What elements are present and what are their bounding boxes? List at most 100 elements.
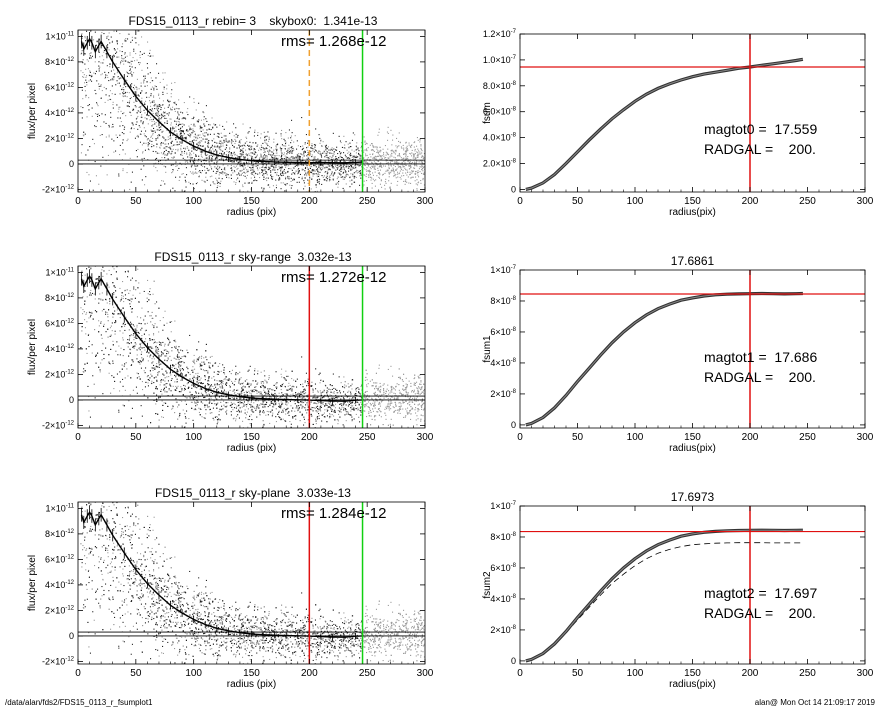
scatter-point xyxy=(198,155,200,157)
scatter-point xyxy=(88,97,90,99)
scatter-point xyxy=(266,177,268,179)
scatter-point xyxy=(164,153,166,155)
scatter-point xyxy=(350,393,352,395)
scatter-point xyxy=(189,378,191,380)
scatter-point xyxy=(243,156,245,158)
scatter-point xyxy=(141,97,143,99)
scatter-point xyxy=(307,179,309,181)
scatter-point xyxy=(125,86,127,88)
scatter-point xyxy=(318,174,320,176)
scatter-point xyxy=(144,184,146,186)
scatter-point xyxy=(246,154,248,156)
scatter-point xyxy=(89,71,91,73)
scatter-point xyxy=(251,156,253,158)
scatter-point xyxy=(150,136,152,138)
scatter-point xyxy=(371,149,373,151)
scatter-point xyxy=(180,111,182,113)
scatter-point xyxy=(349,157,351,159)
scatter-point xyxy=(154,103,156,105)
scatter-point xyxy=(126,75,128,77)
scatter-point xyxy=(182,118,184,120)
scatter-point xyxy=(156,157,158,159)
scatter-point xyxy=(198,171,200,173)
scatter-point xyxy=(199,125,201,127)
scatter-point xyxy=(100,125,102,127)
scatter-point xyxy=(310,188,312,190)
scatter-point xyxy=(123,96,125,98)
scatter-point xyxy=(87,17,88,18)
scatter-point xyxy=(143,79,145,81)
scatter-point xyxy=(100,165,102,167)
scatter-point xyxy=(326,147,328,149)
scatter-point xyxy=(113,30,115,32)
scatter-point xyxy=(141,144,143,146)
scatter-point xyxy=(152,132,154,134)
scatter-point xyxy=(108,124,110,126)
scatter-point xyxy=(103,50,105,52)
scatter-point xyxy=(419,141,421,143)
scatter-point xyxy=(347,411,349,413)
x-axis-label: radius (pix) xyxy=(227,207,276,218)
scatter-point xyxy=(83,74,85,76)
scatter-point xyxy=(406,148,408,150)
scatter-point xyxy=(413,154,415,156)
scatter-point xyxy=(223,152,225,154)
scatter-point xyxy=(183,117,185,119)
scatter-point xyxy=(337,183,339,185)
scatter-point xyxy=(239,401,241,403)
scatter-point xyxy=(359,157,361,159)
scatter-point xyxy=(339,172,341,174)
scatter-point xyxy=(161,116,163,118)
scatter-point xyxy=(129,54,131,56)
scatter-point xyxy=(265,166,267,168)
scatter-point xyxy=(358,152,360,154)
scatter-point xyxy=(336,168,338,170)
scatter-point xyxy=(376,400,378,402)
scatter-point xyxy=(260,144,262,146)
scatter-point xyxy=(167,106,169,108)
scatter-point xyxy=(210,146,212,148)
scatter-point xyxy=(252,158,254,160)
scatter-point xyxy=(356,147,358,149)
scatter-point xyxy=(103,59,105,61)
scatter-point xyxy=(130,128,132,130)
scatter-point xyxy=(144,85,146,87)
scatter-point xyxy=(417,148,419,150)
scatter-point xyxy=(168,105,170,107)
scatter-point xyxy=(374,146,376,148)
scatter-point xyxy=(260,371,262,373)
scatter-point xyxy=(87,8,88,9)
scatter-point xyxy=(338,163,340,165)
scatter-point xyxy=(263,188,265,190)
scatter-point xyxy=(325,171,327,173)
scatter-point xyxy=(348,151,350,153)
scatter-point xyxy=(264,139,266,141)
scatter-point xyxy=(351,168,353,170)
scatter-point xyxy=(211,158,213,160)
scatter-point xyxy=(130,85,132,87)
scatter-point xyxy=(268,149,270,151)
scatter-point xyxy=(181,151,183,153)
scatter-point xyxy=(166,117,168,119)
scatter-point xyxy=(96,102,98,104)
scatter-point xyxy=(201,170,203,172)
scatter-point xyxy=(311,146,313,148)
scatter-point xyxy=(417,182,419,184)
scatter-point xyxy=(237,177,239,179)
scatter-point xyxy=(198,142,200,144)
scatter-point xyxy=(163,86,165,88)
scatter-point xyxy=(208,406,210,408)
scatter-point xyxy=(123,63,125,65)
scatter-point xyxy=(288,158,290,160)
scatter-point xyxy=(369,166,371,168)
scatter-point xyxy=(380,150,382,152)
scatter-point xyxy=(326,151,328,153)
scatter-point xyxy=(319,160,321,162)
scatter-point xyxy=(99,25,100,26)
scatter-point xyxy=(163,86,165,88)
scatter-point xyxy=(143,75,145,77)
scatter-point xyxy=(170,142,172,144)
scatter-point xyxy=(283,171,285,173)
scatter-point xyxy=(225,411,227,413)
scatter-point xyxy=(421,155,423,157)
